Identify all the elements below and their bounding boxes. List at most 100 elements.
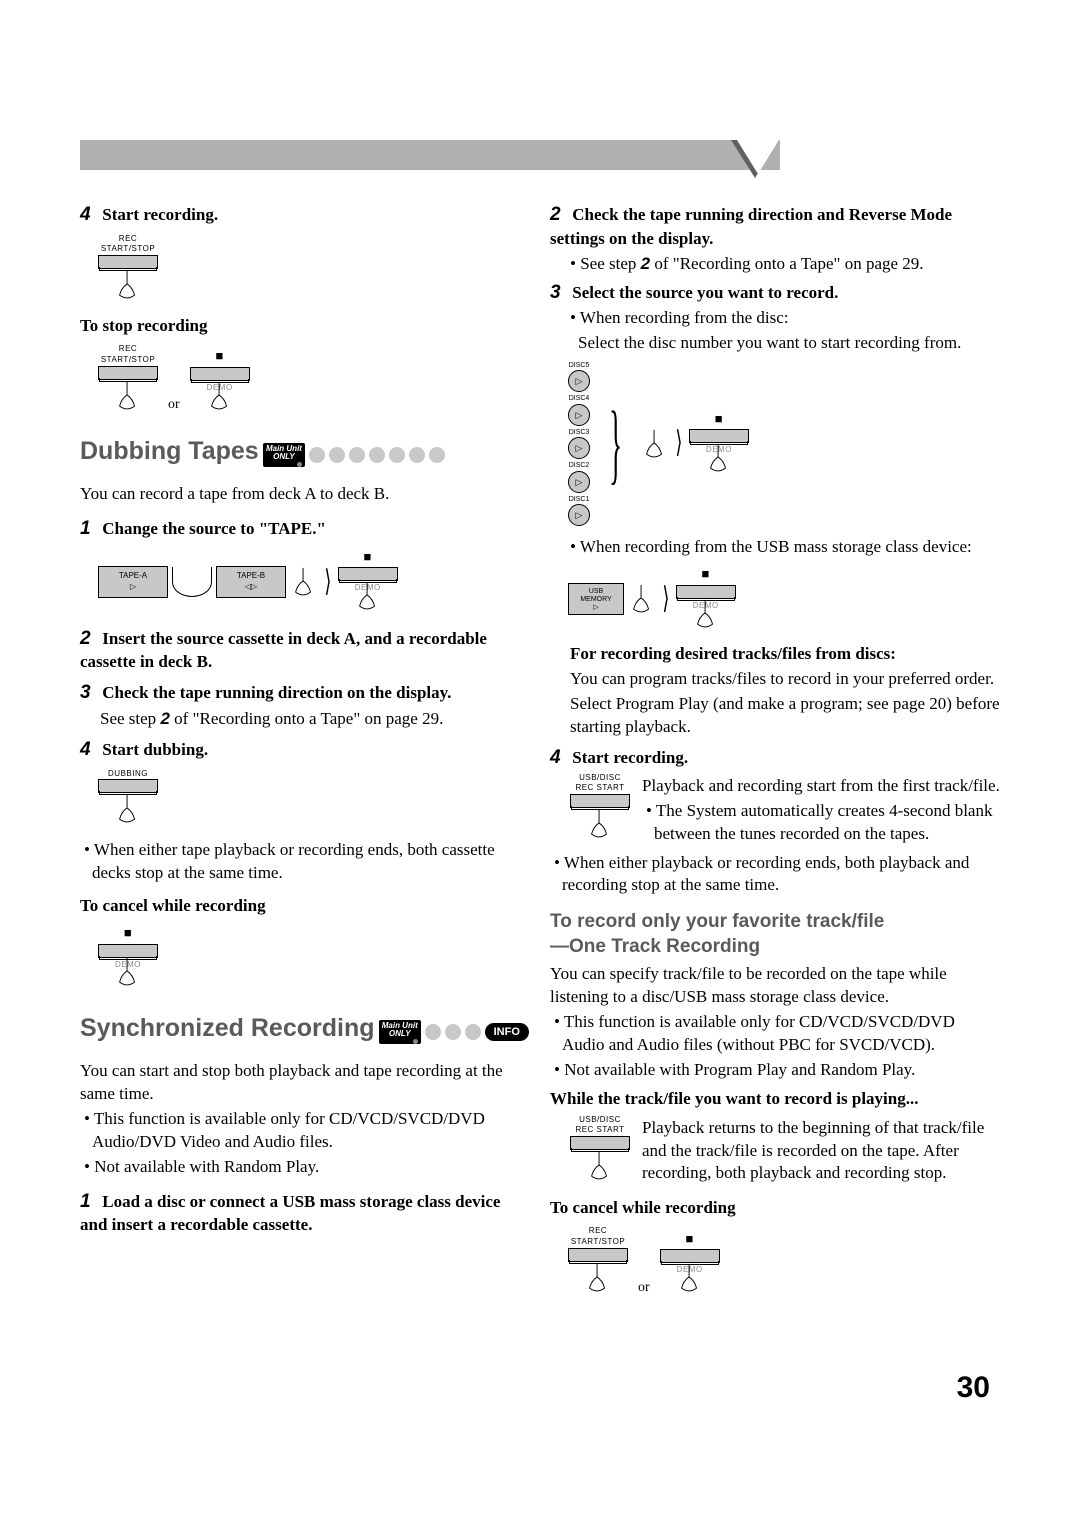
usb-memory-button: USB MEMORY ▷ xyxy=(568,583,624,615)
disc-stack: DISC5▷ DISC4▷ DISC3▷ DISC2▷ DISC1▷ xyxy=(568,361,590,526)
dubbing-title: Dubbing Tapes xyxy=(80,435,259,469)
stop-icon: ■ xyxy=(124,924,132,942)
finger-icon xyxy=(641,428,669,460)
cancel-heading: To cancel while recording xyxy=(80,895,530,918)
stop-recording-diagram: REC START/STOP or ■ DEMO xyxy=(98,344,530,415)
usb-diagram: USB MEMORY ▷ ⟩ ■ DEMO xyxy=(568,565,1000,633)
r-step4-b1: • The System automatically creates 4-sec… xyxy=(654,800,1000,846)
page-number: 30 xyxy=(957,1368,990,1409)
step-3-text: See step 2 of "Recording onto a Tape" on… xyxy=(100,708,530,731)
main-unit-badge: Main Unit ONLY xyxy=(263,443,305,467)
disc-3: DISC3▷ xyxy=(568,428,590,459)
sync-section-header: Synchronized Recording Main Unit ONLY IN… xyxy=(80,1012,530,1046)
r-step2-text: • See step 2 of "Recording onto a Tape" … xyxy=(570,253,1000,276)
dub-note: • When either tape playback or recording… xyxy=(92,839,530,885)
step-4b: 4 Start dubbing. xyxy=(80,737,530,763)
header-gray-bar xyxy=(80,140,780,170)
connector xyxy=(172,567,212,597)
r-step3-b1: • When recording from the disc: xyxy=(570,307,1000,330)
finger-icon xyxy=(705,442,733,474)
stop-recording-heading: To stop recording xyxy=(80,315,530,338)
usb-note: • When recording from the USB mass stora… xyxy=(570,536,1000,559)
btn-label-1: REC xyxy=(98,234,158,245)
stop-demo-button-r1: ■ DEMO xyxy=(689,410,749,478)
fav-title-1: To record only your favorite track/file xyxy=(550,911,1000,934)
r-cancel-diagram: REC START/STOP or ■ DEMO xyxy=(568,1226,1000,1297)
r-step3: 3 Select the source you want to record. xyxy=(550,280,1000,306)
sync-b2: • Not available with Random Play. xyxy=(92,1156,530,1179)
sync-title: Synchronized Recording xyxy=(80,1012,374,1046)
r-step3-b1sub: Select the disc number you want to start… xyxy=(578,332,1000,355)
finger-icon xyxy=(114,793,142,825)
fav-b2: • Not available with Program Play and Ra… xyxy=(562,1059,1000,1082)
bracket-icon: } xyxy=(609,421,622,466)
step-4a: 4 Start recording. xyxy=(80,202,530,228)
left-column: 4 Start recording. REC START/STOP To sto… xyxy=(80,200,530,1308)
stop-icon: ■ xyxy=(715,410,723,428)
content-columns: 4 Start recording. REC START/STOP To sto… xyxy=(80,200,1000,1308)
step-1: 1 Change the source to "TAPE." xyxy=(80,516,530,542)
arrow-right-icon: ⟩ xyxy=(662,579,669,620)
stop-demo-button-3: ■ DEMO xyxy=(98,924,158,992)
step-title: Start recording. xyxy=(102,205,218,224)
sync-intro: You can start and stop both playback and… xyxy=(80,1060,530,1106)
dubbing-section-header: Dubbing Tapes Main Unit ONLY xyxy=(80,435,530,469)
disc-2: DISC2▷ xyxy=(568,461,590,492)
info-badge: INFO xyxy=(485,1023,529,1041)
cancel-diagram: ■ DEMO xyxy=(98,924,530,992)
finger-icon xyxy=(114,269,142,301)
usb-disc-rec-button-2: USB/DISC REC START xyxy=(570,1115,630,1186)
while-text: Playback returns to the beginning of tha… xyxy=(642,1117,1000,1186)
r-step4-p1: Playback and recording start from the fi… xyxy=(642,775,1000,798)
dubbing-intro: You can record a tape from deck A to dec… xyxy=(80,483,530,506)
rec-startstop-button-2: REC START/STOP xyxy=(98,344,158,415)
rec-startstop-button: REC START/STOP xyxy=(98,234,158,305)
prog-heading: For recording desired tracks/files from … xyxy=(570,643,1000,666)
finger-icon xyxy=(586,808,614,840)
finger-icon xyxy=(692,598,720,630)
step-num: 4 xyxy=(80,202,98,228)
stop-demo-button-r3: ■ DEMO xyxy=(660,1230,720,1298)
disc-diagram: DISC5▷ DISC4▷ DISC3▷ DISC2▷ DISC1▷ } ⟩ ■… xyxy=(568,361,1000,526)
sync-step1: 1 Load a disc or connect a USB mass stor… xyxy=(80,1189,530,1238)
stop-icon: ■ xyxy=(685,1230,693,1248)
step-3: 3 Check the tape running direction on th… xyxy=(80,680,530,706)
sync-dots: Main Unit ONLY INFO xyxy=(379,1020,529,1044)
finger-icon xyxy=(114,956,142,988)
or-text: or xyxy=(168,396,180,415)
fav-intro: You can specify track/file to be recorde… xyxy=(550,963,1000,1009)
step-2: 2 Insert the source cassette in deck A, … xyxy=(80,626,530,675)
arrow-right-icon: ⟩ xyxy=(324,562,331,603)
finger-icon xyxy=(628,583,656,615)
disc-1: DISC1▷ xyxy=(568,495,590,526)
title-dots: Main Unit ONLY xyxy=(263,443,445,467)
disc-4: DISC4▷ xyxy=(568,394,590,425)
tape-a-button: TAPE-A ▷ xyxy=(98,566,168,598)
r-step4-content: USB/DISC REC START Playback and recordin… xyxy=(570,773,1000,848)
finger-icon xyxy=(584,1262,612,1294)
fav-b1: • This function is available only for CD… xyxy=(562,1011,1000,1057)
finger-icon xyxy=(354,580,382,612)
while-content: USB/DISC REC START Playback returns to t… xyxy=(570,1115,1000,1188)
disc-circle: ▷ xyxy=(568,370,590,392)
r-cancel-heading: To cancel while recording xyxy=(550,1197,1000,1220)
finger-icon xyxy=(586,1150,614,1182)
stop-note: • When either playback or recording ends… xyxy=(562,852,1000,898)
prog-p2: Select Program Play (and make a program;… xyxy=(570,693,1000,739)
usb-disc-rec-button: USB/DISC REC START xyxy=(570,773,630,844)
finger-icon xyxy=(114,380,142,412)
or-text-r: or xyxy=(638,1279,650,1298)
r-step4: 4 Start recording. xyxy=(550,745,1000,771)
rec-button-diagram: REC START/STOP xyxy=(98,234,530,305)
tape-b-button: TAPE-B ◁▷ xyxy=(216,566,286,598)
main-unit-badge-2: Main Unit ONLY xyxy=(379,1020,421,1044)
stop-demo-button-2: ■ DEMO xyxy=(338,548,398,616)
stop-icon: ■ xyxy=(702,565,710,583)
stop-icon: ■ xyxy=(364,548,372,566)
tape-buttons-diagram: TAPE-A ▷ TAPE-B ◁▷ ⟩ ■ DEMO xyxy=(98,548,530,616)
tab-arrow-icon xyxy=(725,138,785,182)
right-column: 2 Check the tape running direction and R… xyxy=(550,200,1000,1308)
prog-p1: You can program tracks/files to record i… xyxy=(570,668,1000,691)
stop-icon: ■ xyxy=(215,347,223,365)
rec-startstop-button-r: REC START/STOP xyxy=(568,1226,628,1297)
